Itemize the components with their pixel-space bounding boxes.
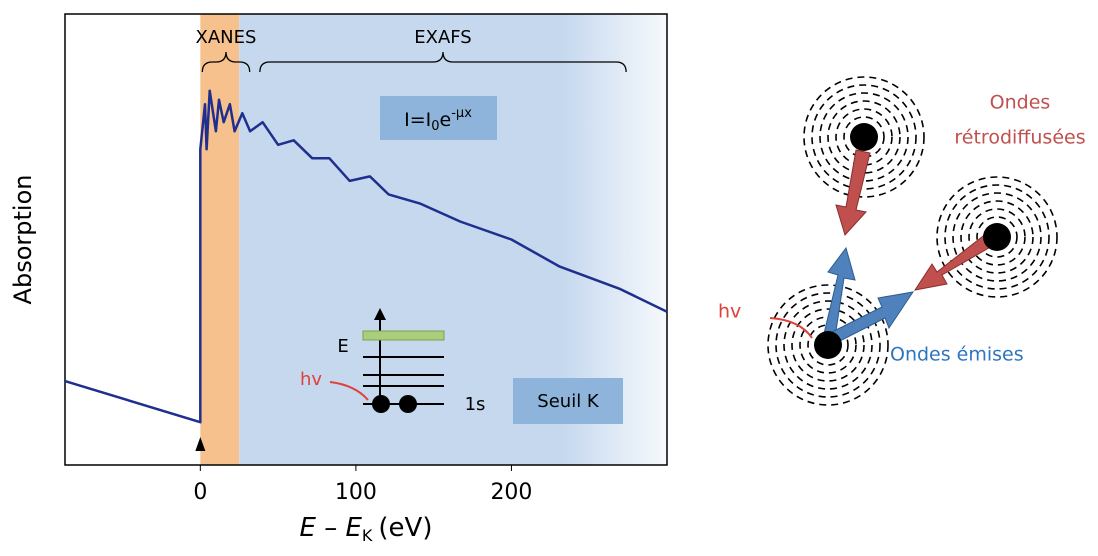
atom bbox=[814, 331, 842, 359]
formula-part: -μx bbox=[451, 106, 472, 121]
inset-level: 1s bbox=[465, 394, 486, 415]
wave-ring bbox=[835, 108, 893, 166]
atom bbox=[850, 123, 878, 151]
wave-ring bbox=[767, 284, 889, 406]
wave-ring bbox=[976, 216, 1018, 258]
diagram: Ondes rétrodiffusées hv Ondes émises bbox=[718, 76, 1086, 406]
formula-part: I=I bbox=[404, 109, 431, 131]
formula-part: e bbox=[440, 109, 452, 131]
wave-ring bbox=[783, 300, 873, 390]
x-tick-label: 100 bbox=[335, 480, 377, 505]
wave-ring bbox=[799, 316, 857, 374]
backscattered-label: Ondes bbox=[990, 92, 1051, 114]
inset-photon: hv bbox=[300, 369, 322, 390]
rings bbox=[767, 76, 1058, 406]
backscattered-label: rétrodiffusées bbox=[954, 127, 1085, 149]
energy-axis-head bbox=[374, 308, 386, 320]
emitted-label: Ondes émises bbox=[890, 344, 1024, 366]
line bbox=[64, 89, 668, 424]
wave-ring bbox=[952, 192, 1042, 282]
brace bbox=[259, 51, 627, 73]
wave-ring bbox=[811, 84, 917, 190]
inset-edge: Seuil K bbox=[537, 391, 600, 412]
plot-frame bbox=[64, 13, 668, 466]
photon-label: hv bbox=[718, 301, 741, 323]
formula-part: 0 bbox=[431, 119, 439, 134]
brace-label: EXAFS bbox=[414, 27, 471, 48]
wave-ring bbox=[936, 176, 1058, 298]
x-label-part: K bbox=[362, 526, 373, 545]
arrow-red bbox=[913, 232, 995, 291]
brace-label: XANES bbox=[196, 27, 257, 48]
x-tick-label: 200 bbox=[490, 480, 532, 505]
wave-ring bbox=[775, 292, 881, 398]
wave-ring bbox=[968, 208, 1026, 266]
wave-ring bbox=[803, 76, 925, 198]
wave-ring bbox=[791, 308, 865, 382]
x-axis-label: E – EK (eV) bbox=[300, 513, 433, 545]
formula: I=I0e-μx bbox=[404, 106, 472, 134]
wave-ring bbox=[960, 200, 1034, 274]
photon-arrow bbox=[769, 317, 813, 339]
x-tick-label: 0 bbox=[193, 480, 207, 505]
formula-box bbox=[380, 96, 497, 140]
atom bbox=[983, 223, 1011, 251]
wave-ring bbox=[843, 116, 885, 158]
y-axis-label: Absorption bbox=[9, 175, 37, 305]
x-label-part: E – E bbox=[300, 513, 363, 543]
wave-ring bbox=[827, 100, 901, 174]
arrow-red bbox=[835, 149, 871, 236]
band bbox=[200, 14, 240, 465]
inset-energy: E bbox=[337, 336, 348, 357]
edge-box bbox=[513, 378, 623, 424]
brace bbox=[201, 51, 251, 73]
x-label-part: (eV) bbox=[378, 513, 432, 543]
edge-marker bbox=[195, 437, 206, 451]
arrow-blue bbox=[831, 291, 915, 343]
wave-ring bbox=[807, 324, 849, 366]
continuum bbox=[362, 330, 445, 341]
electron bbox=[399, 395, 417, 413]
electron bbox=[372, 395, 390, 413]
photon-arrow bbox=[329, 381, 369, 401]
wave-ring bbox=[944, 184, 1050, 290]
wave-ring bbox=[819, 92, 909, 182]
